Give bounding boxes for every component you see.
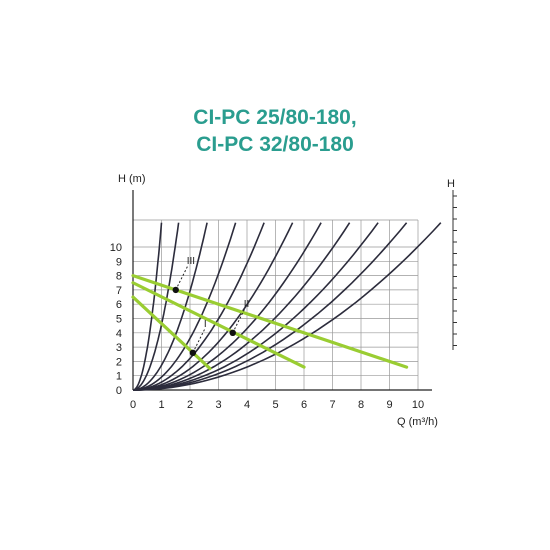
marker-dot <box>172 286 179 294</box>
pump-curve-I <box>131 295 212 371</box>
y-axis-label: H (m) <box>118 173 146 185</box>
x-tick-label: 1 <box>158 399 164 411</box>
y-tick-label: 7 <box>116 285 122 297</box>
system-curve <box>132 222 180 391</box>
system-curves <box>132 222 442 391</box>
system-curve <box>132 222 351 391</box>
system-curve <box>132 222 322 391</box>
x-tick-label: 2 <box>187 399 193 411</box>
y-tick-label: 2 <box>116 356 122 368</box>
system-curve <box>132 222 294 391</box>
x-tick-label: 6 <box>301 399 307 411</box>
y-tick-label: 3 <box>116 342 122 354</box>
x-tick-label: 5 <box>272 399 278 411</box>
y-tick-label: 9 <box>116 256 122 268</box>
x-tick-label: 9 <box>386 399 392 411</box>
marker-leader <box>192 328 206 354</box>
x-tick-label: 7 <box>329 399 335 411</box>
x-axis-label: Q (m³/h) <box>397 416 438 428</box>
marker-dot <box>189 349 197 357</box>
y-tick-label: 4 <box>116 328 122 340</box>
system-curve <box>132 222 442 391</box>
x-tick-label: 10 <box>412 399 424 411</box>
y-tick-label: 5 <box>116 314 122 326</box>
right-axis-label: H <box>447 178 455 190</box>
chart-title-line-2: CI-PC 32/80-180 <box>196 133 354 156</box>
marker-leader <box>175 265 189 291</box>
x-tick-label: 8 <box>358 399 364 411</box>
system-curve <box>132 222 408 391</box>
y-tick-label: 10 <box>110 242 122 254</box>
x-tick-label: 4 <box>244 399 250 411</box>
marker-dot <box>229 329 236 336</box>
x-tick-label: 0 <box>130 399 136 411</box>
marker-leader <box>232 308 246 334</box>
y-tick-label: 0 <box>116 385 122 397</box>
curve-label-III: III <box>187 256 195 267</box>
right-axis: H <box>447 178 457 350</box>
chart-title-line-1: CI-PC 25/80-180, <box>193 106 357 129</box>
y-tick-label: 6 <box>116 299 122 311</box>
curve-label-I: I <box>204 319 207 330</box>
y-tick-label: 1 <box>116 371 122 383</box>
grid <box>132 190 432 391</box>
system-curve <box>132 222 163 391</box>
curve-label-II: II <box>244 299 250 310</box>
system-curve <box>132 222 237 391</box>
tick-labels: 0 1 2 3 4 5 6 7 8 9 10 0 1 2 3 4 5 6 7 8 9 10 <box>110 242 424 411</box>
system-curve <box>132 222 379 391</box>
x-tick-label: 3 <box>215 399 221 411</box>
y-tick-label: 8 <box>116 271 122 283</box>
pump-curve-II <box>131 281 306 369</box>
system-curve <box>132 222 265 391</box>
system-curve <box>132 222 208 391</box>
